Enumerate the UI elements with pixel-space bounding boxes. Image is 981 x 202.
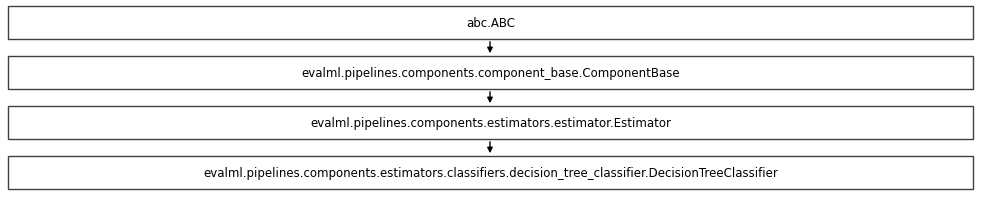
Text: evalml.pipelines.components.estimators.estimator.Estimator: evalml.pipelines.components.estimators.e… (310, 116, 671, 129)
Bar (8, 57, 973, 89)
Text: evalml.pipelines.components.component_base.ComponentBase: evalml.pipelines.components.component_ba… (301, 67, 680, 80)
Text: evalml.pipelines.components.estimators.classifiers.decision_tree_classifier.Deci: evalml.pipelines.components.estimators.c… (203, 166, 778, 179)
Bar (8, 156, 973, 189)
Bar (8, 7, 973, 40)
Bar (8, 106, 973, 139)
Text: abc.ABC: abc.ABC (466, 17, 515, 30)
